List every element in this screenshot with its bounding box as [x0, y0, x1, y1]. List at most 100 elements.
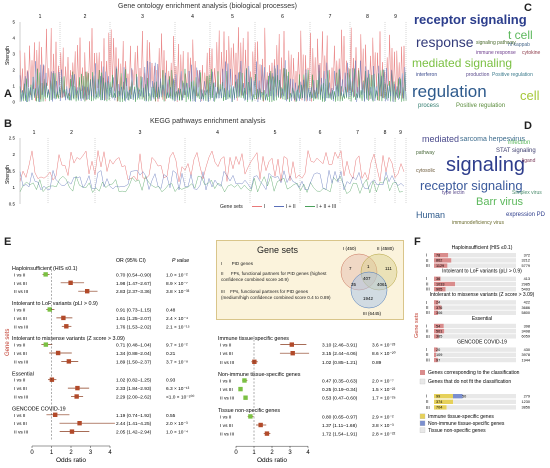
word: cytosolic	[416, 168, 436, 174]
gene-sets-title: Gene sets	[257, 245, 299, 255]
bar-value: 54	[436, 324, 440, 328]
bar-nonfit	[448, 253, 516, 258]
bar-value: 422	[524, 301, 530, 305]
legend-title: Gene sets	[220, 204, 243, 210]
panel-b-ylabel: Strength	[5, 165, 11, 184]
or-point	[84, 289, 90, 294]
group-title: Non-immune tissue-specific genes	[218, 372, 301, 378]
bar-nonfit	[445, 287, 516, 292]
panel-a: A Gene ontology enrichment analysis (bio…	[0, 0, 410, 108]
or-value: 1.76 (1.53–2.02)	[116, 324, 152, 330]
bar-value: 3686	[522, 306, 530, 310]
bar-row-label: II	[426, 399, 428, 404]
word: sarcoma herpesvirus	[460, 136, 525, 143]
segment-label: 6	[281, 14, 284, 20]
word: receptor signaling	[414, 12, 527, 27]
panel-b-chart: Strength 0.5 1 1.5 2 2.5 1 2 3 4 5 6 7 8 9	[5, 130, 407, 207]
panel-label-e: E	[4, 236, 12, 248]
word: type lectin	[442, 190, 465, 196]
or-value: 1.37 (1.11–1.68)	[322, 423, 357, 429]
or-point	[69, 429, 75, 434]
legend-text: Immune tissue-specific genes	[428, 414, 494, 420]
venn-region: 7	[349, 266, 352, 271]
panel-label-b: B	[4, 118, 12, 130]
bar-nonfit	[436, 352, 516, 357]
bar-segment	[434, 394, 453, 399]
section-title: Intolerant to missense variants (Z score…	[430, 292, 535, 298]
venn-region: 1	[367, 264, 370, 269]
segment-label: 1	[33, 130, 36, 136]
panel-b-title: KEGG pathways enrichment analysis	[150, 118, 266, 125]
or-point	[61, 315, 66, 321]
p-value: 0.48	[166, 308, 176, 314]
bar-value: 20	[436, 348, 440, 352]
bar-nonfit	[443, 323, 516, 329]
or-value: 0.71 (0.48–1.04)	[116, 343, 152, 349]
bar-row-label: III	[426, 357, 430, 362]
bar-value: 5800	[522, 311, 530, 315]
x-tick-label: 4	[306, 450, 310, 456]
word: receptor signaling	[420, 178, 523, 193]
bar-nonfit	[438, 310, 516, 315]
section-title: Essential	[472, 316, 492, 322]
bar-value: 704	[436, 406, 442, 410]
word: signaling pathway	[476, 40, 516, 46]
or-value: 2.33 (1.84–2.93)	[116, 386, 152, 392]
or-point	[77, 421, 82, 426]
x-tick-label: 3	[288, 450, 292, 456]
row-label: I vs II	[14, 413, 25, 419]
y-tick-label: 1	[12, 84, 15, 89]
x-tick-label: 1	[50, 450, 54, 456]
bar-row-label: I	[426, 276, 427, 281]
or-point	[66, 359, 72, 364]
bar-value: 3212	[522, 259, 530, 263]
bar-fit	[434, 357, 438, 363]
legend-swatch	[419, 413, 426, 419]
group-title: Intolerant to missense variants (Z score…	[12, 336, 125, 342]
x-tick-label: 3	[89, 450, 93, 456]
segment-label: 8	[384, 130, 387, 136]
p-value: 1.0 × 10⁻⁴	[166, 430, 188, 436]
legend-item-3: I + II + III	[316, 204, 337, 210]
or-value: 0.47 (0.35–0.63)	[322, 379, 358, 385]
bar-value: 1944	[522, 358, 530, 362]
segment-label: 5	[274, 130, 277, 136]
or-point	[64, 324, 69, 329]
panel-d: D mediated sarcoma herpesvirus signaling…	[412, 118, 550, 228]
bar-segment	[434, 399, 454, 404]
bar-segment	[434, 405, 447, 410]
panel-label-f: F	[414, 236, 421, 248]
p-value: 2.0 × 10⁻³	[166, 421, 188, 427]
bar-row-label: I	[426, 347, 427, 352]
word: response	[416, 34, 474, 50]
bar-nonfit	[447, 263, 516, 268]
or-point	[242, 378, 247, 383]
gene-set-num: II	[221, 271, 224, 276]
row-label: I vs II	[220, 379, 231, 385]
y-tick-label: 1	[12, 185, 15, 190]
or-point	[68, 280, 73, 285]
bar-value: 99	[436, 395, 440, 399]
panel-b-legend: Gene sets I I + II I + II + III	[220, 204, 336, 210]
gene-set-text: FPs, functional partners for PID genes (…	[221, 271, 327, 282]
bar-row-label: II	[426, 305, 428, 310]
legend-item-2: I + II	[285, 204, 296, 210]
bar-nonfit	[455, 281, 516, 287]
gene-set-item: III FPs, functional partners for PID gen…	[221, 289, 333, 301]
legend-text: Tissue non-specific genes	[428, 428, 486, 434]
word: cell	[520, 88, 540, 103]
p-value: 2.0 × 10⁻⁷	[372, 379, 394, 385]
row-label: I vs III	[14, 421, 27, 427]
bar-value: 376	[436, 306, 442, 310]
x-tick-label: 0	[234, 450, 238, 456]
row-label: I vs II	[14, 378, 25, 384]
bar-value: 862	[436, 259, 442, 263]
p-value: 3.8 × 10⁻³	[372, 423, 394, 429]
bar-value: 5493	[522, 288, 530, 292]
bar-value: 1033	[436, 282, 444, 286]
word: mediated signaling	[412, 56, 513, 70]
panel-e-forest: OR (95% CI) P value Haploinsufficient (HIS…	[5, 258, 396, 464]
segment-label: 1	[39, 14, 42, 20]
section-title: Intolerant to LoF variants (pLI > 0.9)	[442, 269, 522, 275]
legend-swatch	[419, 427, 426, 433]
